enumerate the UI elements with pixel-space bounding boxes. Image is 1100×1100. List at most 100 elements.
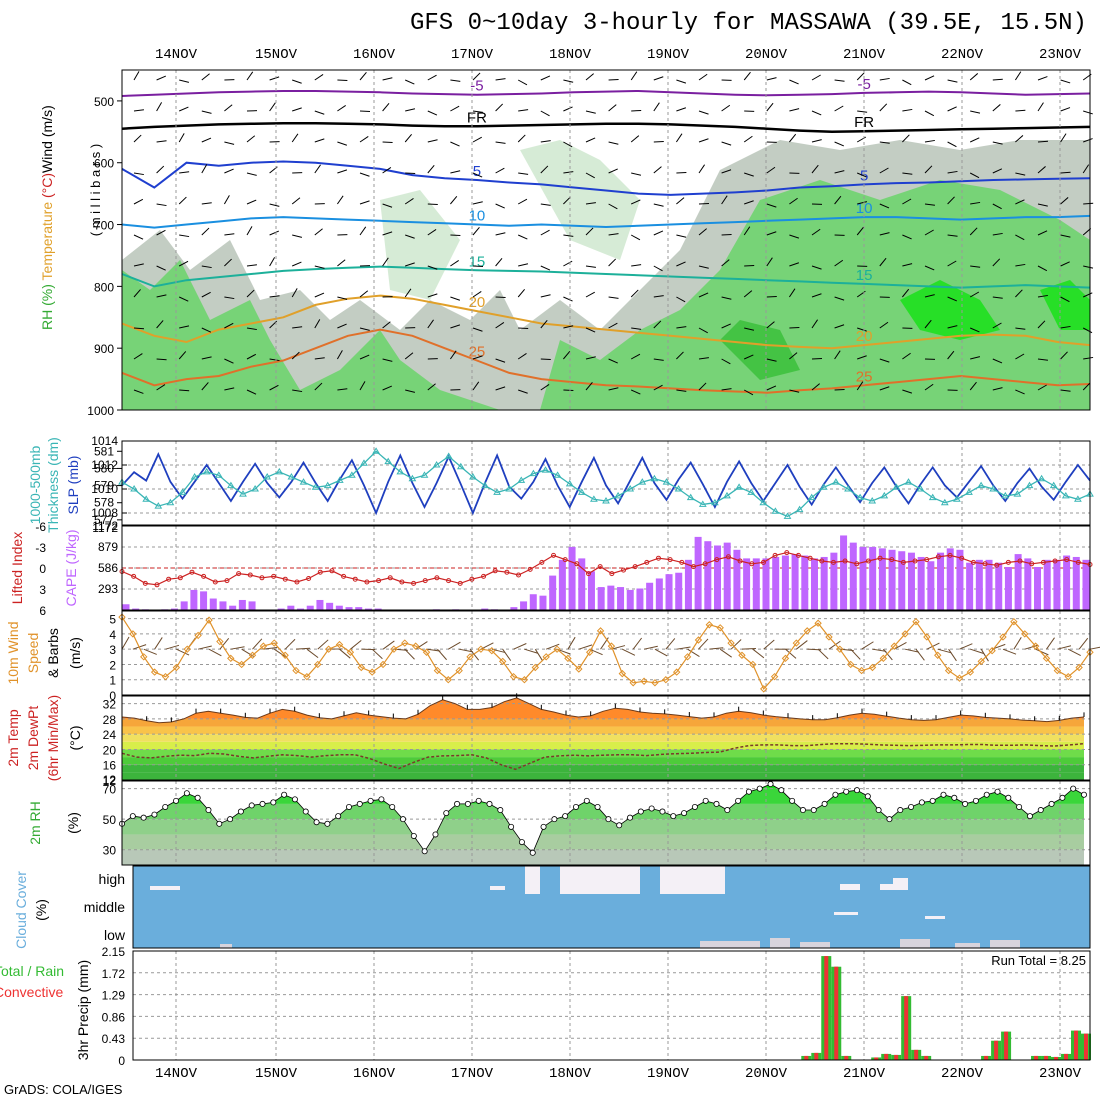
wind-barb-10m [752,648,765,659]
wind-barb-10m [350,639,362,650]
wind-barb [631,264,642,267]
bottom-date-label: 19NOV [646,1066,689,1082]
wind-speed-marker [662,676,670,684]
thickness-marker [311,483,320,490]
cape-bar [743,558,751,610]
wind-barb-10m [611,645,626,650]
bottom-date-label: 14NOV [154,1066,197,1082]
precip-convective-bar [914,1049,919,1060]
wind-barb [608,203,618,210]
lifted-index-tick-label: -3 [35,541,46,555]
wind-barb [337,296,348,300]
wind-barb [133,289,141,298]
wind-barb [902,288,910,298]
lifted-index-marker [399,579,405,585]
cape-bar [209,598,217,610]
cape-bar [626,589,634,610]
thickness-marker [1074,495,1082,502]
wind-barb [789,133,797,143]
precip-convective-bar [1054,1056,1059,1060]
wind-barb-10m [263,646,278,650]
wind-barb [743,135,753,143]
wind-ylabel-1: 10m Wind [5,621,21,684]
cross-section-ylabel: RH (%) Temperature (°C)Wind (m/s) [39,105,55,330]
lifted-index-marker [224,578,230,584]
wind-barb-10m [872,648,887,652]
thickness-marker [444,452,453,459]
rh-marker [486,800,493,807]
wind-speed-marker [553,645,561,653]
thickness-marker [166,498,175,506]
wind-speed-marker [955,674,964,682]
wind-barb [744,172,754,177]
cape-bar [277,608,285,610]
lifted-index-marker [970,559,976,565]
wind-barb-10m [654,648,668,657]
wind-barb [450,259,459,267]
wind-barb [834,170,845,174]
wind-barb [517,234,528,240]
wind-barb [269,102,276,112]
wind-barb [676,234,687,238]
wind-barb-10m [502,648,512,661]
wind-barb [292,261,302,267]
rh-marker [756,785,763,792]
wind-barb [924,319,932,329]
wind-speed-marker [640,677,648,685]
wind-barb [721,233,732,236]
wind-speed-marker [379,660,387,669]
wind-barb [336,350,343,360]
wind-barb [743,354,754,360]
wind-barb [811,265,822,270]
lifted-index-marker [282,576,288,582]
wind-barb [450,324,461,329]
wind-barb [879,103,888,112]
lifted-index-tick-label: 0 [39,562,46,576]
wind-barb [676,171,687,174]
rh-shading [380,190,460,300]
rh-band [122,834,1084,850]
temp-ylabel-1: 2m Temp [5,709,21,767]
cape-tick-label: 293 [98,582,118,596]
wind-barb [992,203,1002,210]
wind-speed-marker [912,617,920,626]
wind-barb [224,322,234,329]
wind-speed-marker [357,663,365,672]
cape-tick-label: 1172 [92,519,118,533]
wind-barb [382,166,392,174]
wind-barb [291,133,299,143]
wind-barb [382,141,393,144]
lifted-index-marker [481,573,487,579]
wind-barb [630,234,641,241]
cape-bar [937,552,945,610]
pressure-tick-label: 500 [94,95,114,109]
rh-marker [259,800,266,807]
wind-speed-marker [792,639,801,647]
rh-marker [529,849,536,856]
wind-barb [743,290,753,298]
wind-barb-10m [970,648,984,654]
pressure-tick-label: 600 [94,157,114,171]
cloud-level-label: middle [84,899,125,915]
temperature-frame [121,695,1091,781]
wind-speed-marker [390,645,398,653]
lifted-index-marker [1040,559,1046,565]
wind-barb [427,293,438,298]
thickness-marker [795,505,804,513]
rh-shading [720,320,800,380]
cape-bar [607,585,615,610]
lifted-index-marker [889,557,895,563]
wind-barb [563,325,574,329]
precip-convective-bar [1044,1055,1049,1060]
low-cloud-block [900,939,930,948]
wind-barb [495,296,506,299]
wind-barb [291,288,298,298]
lifted-index-marker [655,555,661,561]
wind-barb [291,197,301,205]
precip-tick-label: 0 [118,1054,125,1068]
wind-barb-10m [317,639,329,650]
precip-convective-bar [894,1054,899,1060]
rh-marker [875,807,882,814]
wind-barb [495,78,506,81]
wind-barb [698,382,707,391]
